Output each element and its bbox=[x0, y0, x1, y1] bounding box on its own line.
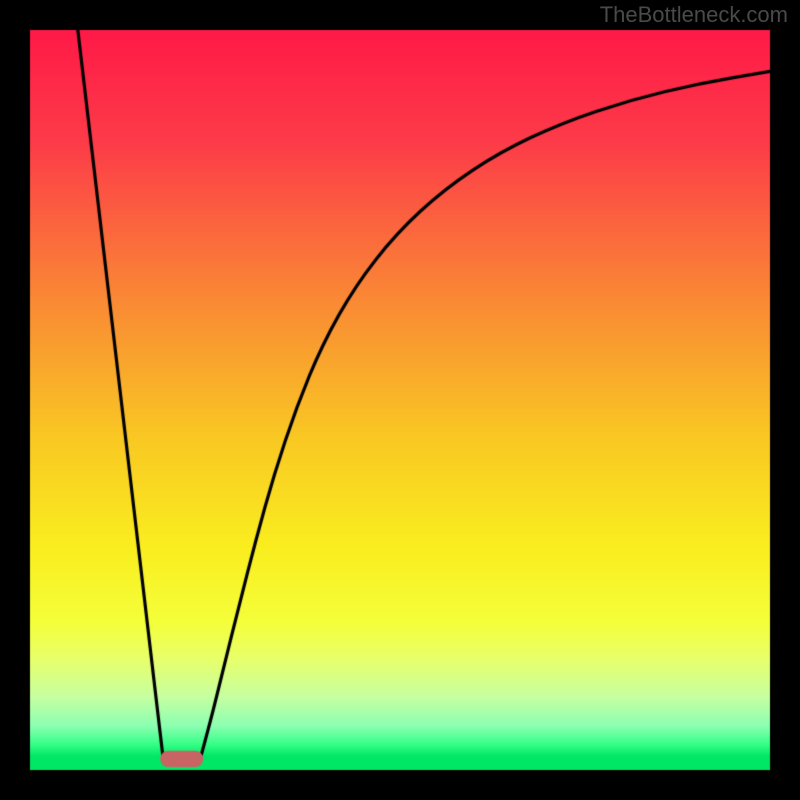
chart-container: TheBottleneck.com bbox=[0, 0, 800, 800]
bottleneck-chart bbox=[0, 0, 800, 800]
